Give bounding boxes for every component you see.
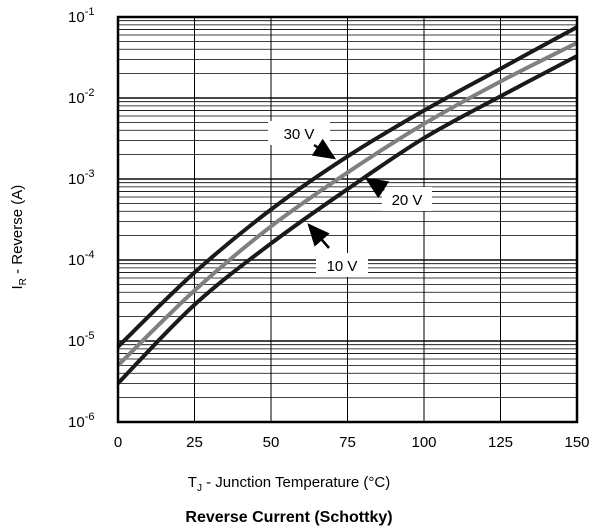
y-tick-label: 10-4 [68, 249, 94, 269]
y-tick-labels: 10-6 10-5 10-4 10-3 10-2 10-1 [68, 6, 94, 431]
y-tick-label: 10-3 [68, 168, 94, 188]
x-tick-label: 75 [339, 434, 356, 451]
annotation-label-10v: 10 V [327, 258, 358, 275]
series-line-10v [116, 54, 578, 385]
plot-frame [116, 15, 579, 424]
series-lines [116, 25, 578, 385]
annotation-box-10v [316, 253, 368, 277]
x-axis-label: TJ - Junction Temperature (°C) [188, 474, 390, 494]
annotation-label-20v: 20 V [392, 192, 423, 209]
series-line-20v [116, 41, 578, 367]
x-tick-label: 125 [488, 434, 513, 451]
x-tick-label: 150 [564, 434, 589, 451]
annotation-arrow-10v [307, 223, 330, 249]
x-tick-label: 25 [186, 434, 203, 451]
series-line-30v [116, 25, 578, 349]
annotation-arrow-20v [364, 177, 390, 199]
y-axis-label: IR - Reverse (A) [9, 185, 29, 290]
y-tick-label: 10-5 [68, 330, 94, 350]
chart-title: Reverse Current (Schottky) [185, 509, 392, 526]
x-tick-labels: 0 25 50 75 100 125 150 [114, 434, 590, 451]
x-tick-label: 100 [411, 434, 436, 451]
annotation-box-20v [382, 187, 432, 211]
x-tick-label: 50 [263, 434, 280, 451]
annotation-arrow-30v [311, 138, 337, 160]
x-tick-label: 0 [114, 434, 122, 451]
annotation-label-30v: 30 V [284, 126, 315, 143]
y-tick-label: 10-1 [68, 6, 94, 26]
y-tick-label: 10-6 [68, 411, 94, 431]
y-tick-label: 10-2 [68, 87, 94, 107]
series-annotations: 30 V 20 V 10 V [268, 121, 432, 277]
